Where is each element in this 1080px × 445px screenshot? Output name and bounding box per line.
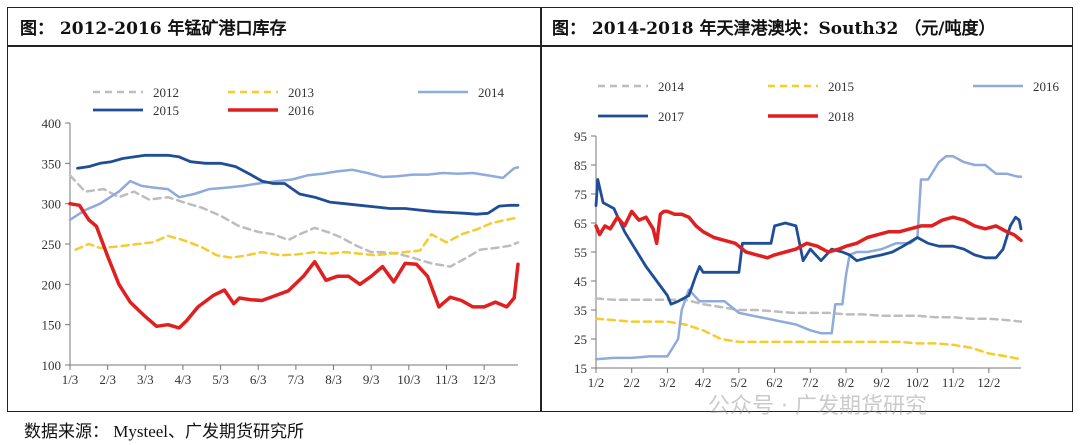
x-tick-label: 2/2 — [623, 375, 640, 390]
y-tick-label: 25 — [574, 332, 587, 347]
panel-divider — [540, 7, 542, 412]
y-tick-label: 15 — [574, 361, 587, 376]
y-tick-label: 250 — [42, 237, 62, 252]
y-tick-label: 55 — [574, 245, 587, 260]
legend-label-2017: 2017 — [658, 109, 685, 124]
x-tick-label: 6/3 — [250, 372, 267, 387]
legend-label-2016: 2016 — [1033, 79, 1060, 94]
x-tick-label: 7/3 — [288, 372, 305, 387]
series-line-2013 — [74, 216, 520, 259]
legend-label-2015: 2015 — [828, 79, 854, 94]
x-tick-label: 4/3 — [175, 372, 192, 387]
south32-price-chart: 15 25 35 45 55 65 75 85 95 1/2 2/2 3/2 4/2 5/2 6/2 7/2 8… — [574, 79, 1060, 390]
y-tick-label: 150 — [42, 318, 62, 333]
series-line-2016 — [594, 155, 1023, 361]
x-tick-label: 5/2 — [731, 375, 748, 390]
x-tick-label: 4/2 — [695, 375, 712, 390]
manganese-inventory-chart: 100 150 200 250 300 350 400 1/3 2/3 3/3 4/3 5/3 6/3 7… — [42, 85, 520, 387]
x-tick-label: 9/3 — [363, 372, 380, 387]
x-tick-label: 12/2 — [977, 375, 1000, 390]
source-note: 数据来源： Mysteel、广发期货研究所 — [24, 422, 305, 441]
series-line-2018 — [594, 209, 1023, 260]
x-tick-label: 1/3 — [62, 372, 79, 387]
legend-label-2014: 2014 — [658, 79, 685, 94]
y-tick-label: 400 — [42, 116, 62, 131]
chart-title-left: 图： 2012-2016 年锰矿港口库存 — [20, 19, 287, 39]
title-divider — [7, 45, 1073, 47]
y-tick-label: 200 — [42, 277, 62, 292]
x-tick-label: 5/3 — [212, 372, 229, 387]
x-tick-label: 3/2 — [659, 375, 676, 390]
x-tick-label: 10/3 — [397, 372, 420, 387]
series-line-2016 — [68, 201, 520, 330]
x-tick-label: 8/2 — [838, 375, 855, 390]
legend-label-2016: 2016 — [288, 103, 315, 118]
x-tick-label: 9/2 — [873, 375, 890, 390]
x-tick-label: 11/3 — [435, 372, 458, 387]
series-line-2012 — [68, 174, 520, 268]
y-tick-label: 65 — [574, 216, 587, 231]
x-tick-label: 7/2 — [802, 375, 819, 390]
series-line-2017 — [594, 178, 1023, 306]
x-tick-label: 12/3 — [473, 372, 496, 387]
y-tick-label: 75 — [574, 187, 587, 202]
x-tick-label: 11/2 — [942, 375, 965, 390]
y-tick-label: 85 — [574, 158, 587, 173]
y-tick-label: 35 — [574, 303, 587, 318]
y-tick-label: 95 — [574, 129, 587, 144]
series-line-2015 — [594, 317, 1023, 361]
x-tick-label: 6/2 — [766, 375, 783, 390]
legend-label-2013: 2013 — [288, 85, 314, 100]
x-tick-label: 2/3 — [99, 372, 116, 387]
legend-label-2018: 2018 — [828, 109, 854, 124]
y-tick-label: 300 — [42, 197, 62, 212]
x-tick-label: 8/3 — [325, 372, 342, 387]
x-tick-label: 1/2 — [588, 375, 605, 390]
x-tick-label: 10/2 — [906, 375, 929, 390]
series-line-2015 — [76, 153, 520, 216]
x-tick-label: 3/3 — [137, 372, 154, 387]
y-tick-label: 100 — [42, 358, 62, 373]
series-line-2014 — [68, 166, 520, 222]
watermark: 公众号 · 广发期货研究 — [708, 394, 927, 419]
y-tick-label: 45 — [574, 274, 587, 289]
y-tick-label: 350 — [42, 156, 62, 171]
series-line-2014 — [594, 297, 1023, 323]
legend-label-2014: 2014 — [478, 85, 505, 100]
chart-title-right: 图： 2014-2018 年天津港澳块：South32 （元/吨度） — [552, 19, 996, 39]
legend-label-2012: 2012 — [153, 85, 179, 100]
legend-label-2015: 2015 — [153, 103, 179, 118]
